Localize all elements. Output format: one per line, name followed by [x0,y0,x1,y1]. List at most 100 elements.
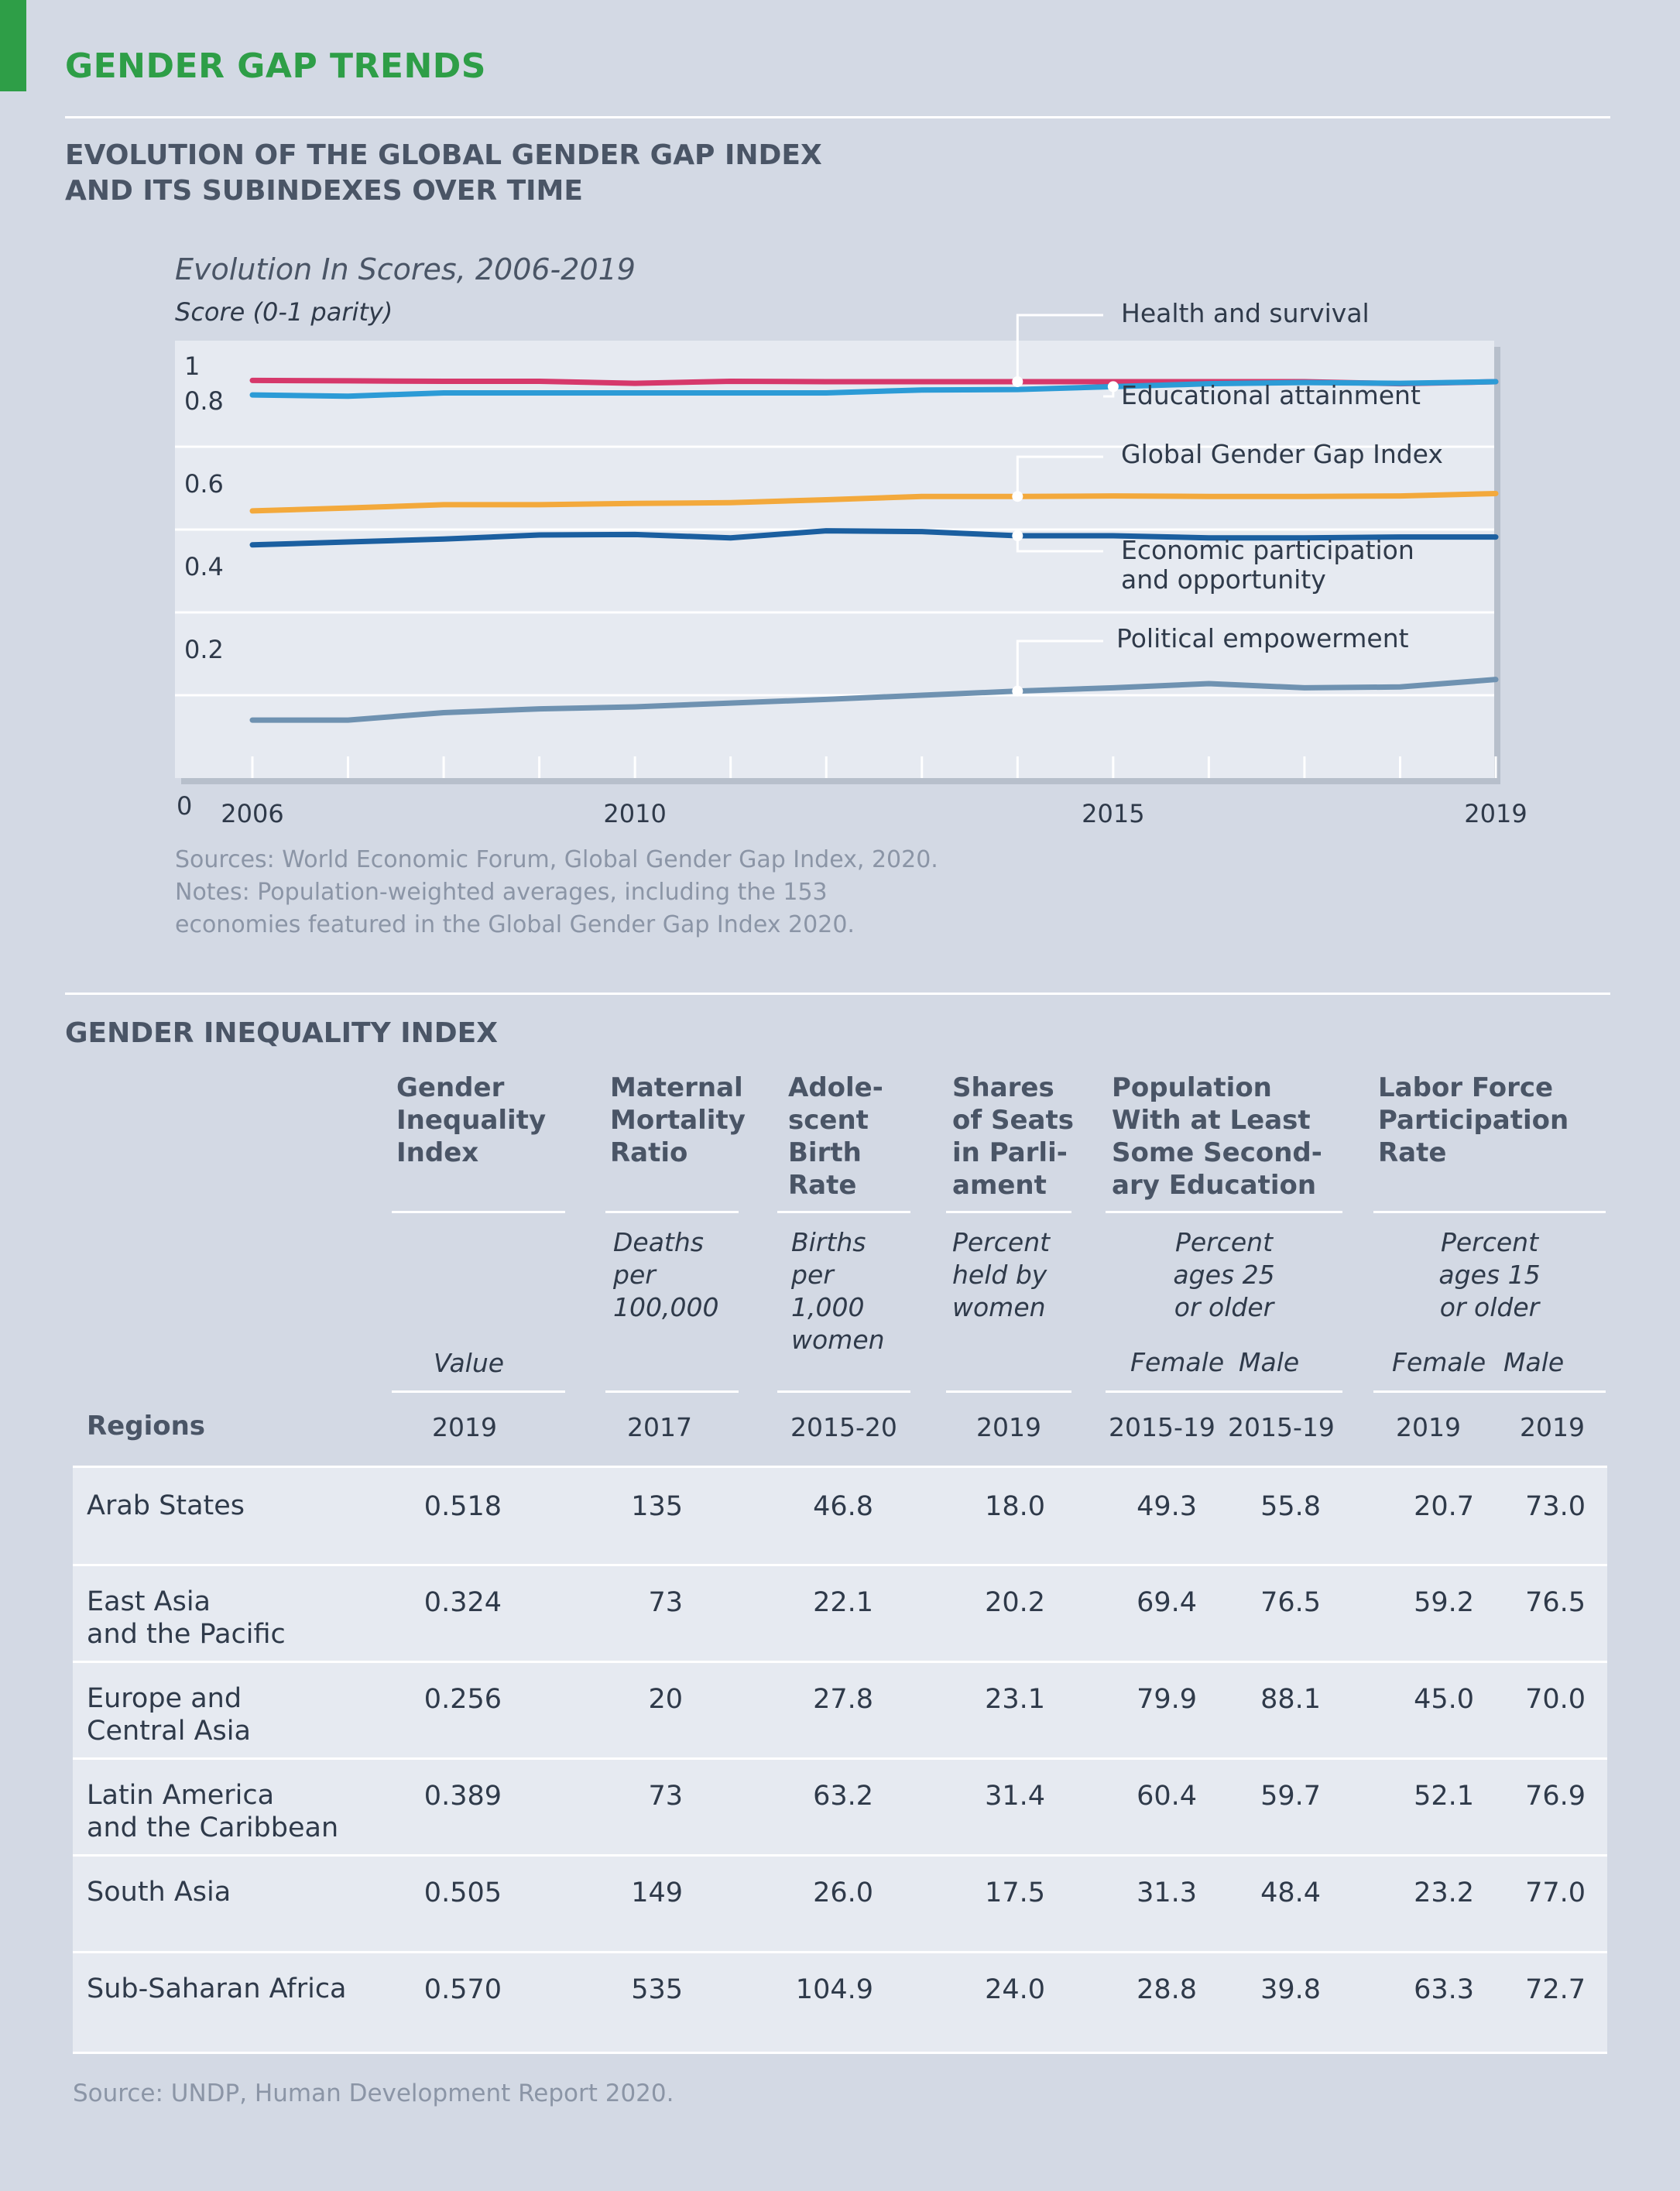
section-title-gender-gap: EVOLUTION OF THE GLOBAL GENDER GAP INDEX… [65,138,822,209]
unit-mmr: Deaths per 100,000 [613,1226,718,1324]
header-line: Birth [788,1137,862,1168]
series-label: Health and survival [1121,298,1370,328]
header-abr: Adole- scent Birth Rate [788,1071,883,1202]
region-name: East Asia and the Pacific [87,1586,286,1651]
year-label: 2019 [1520,1412,1585,1442]
table-cell: 39.8 [1260,1974,1321,2005]
unit-line: per [613,1260,656,1290]
regions-label: Regions [87,1411,206,1442]
x-tick-label: 2010 [603,799,666,828]
header-rule [777,1211,910,1213]
series-label: and opportunity [1121,564,1326,595]
header-rule [392,1390,565,1393]
header-line: scent [788,1105,869,1136]
header-rule [1106,1390,1342,1393]
divider [65,116,1610,118]
table-cell: 59.2 [1414,1587,1474,1618]
table-cell: 0.324 [423,1587,502,1618]
table-cell: 60.4 [1137,1781,1197,1812]
table-cell: 77.0 [1525,1877,1586,1908]
header-line: Shares [952,1072,1054,1103]
table-cell: 149 [631,1877,683,1908]
table-cell: 24.0 [985,1974,1045,2005]
table-cell: 28.8 [1137,1974,1197,2005]
chart-notes: Sources: World Economic Forum, Global Ge… [175,844,938,941]
subheader-female: Female [1130,1347,1225,1377]
page-title: GENDER GAP TRENDS [65,46,486,86]
table-cell: 72.7 [1525,1974,1586,2005]
region-name: Latin America and the Caribbean [87,1779,338,1844]
region-name-line: and the Caribbean [87,1812,339,1843]
table-cell: 88.1 [1260,1684,1321,1715]
unit-line: 1,000 [791,1292,865,1322]
header-line: Maternal [610,1072,743,1103]
year-label: 2019 [976,1412,1041,1442]
table-cell: 31.4 [985,1781,1045,1812]
table-cell: 73 [648,1781,683,1812]
unit-line: women [952,1292,1046,1322]
region-name-line: Europe and [87,1683,242,1714]
region-name-line: Arab States [87,1490,245,1521]
header-line: Adole- [788,1072,883,1103]
chart-title: Evolution In Scores, 2006-2019 [175,252,636,286]
table-cell: 27.8 [813,1684,873,1715]
region-name-line: Sub-Saharan Africa [87,1973,347,2004]
region-name-line: Central Asia [87,1716,251,1747]
table-cell: 73 [648,1587,683,1618]
header-line: Inequality [396,1105,547,1136]
row-divider [73,1466,1607,1468]
table-source: Source: UNDP, Human Development Report 2… [73,2080,674,2107]
header-line: Rate [788,1170,857,1201]
row-divider [73,2052,1607,2054]
header-rule [1373,1211,1606,1213]
header-line: Population [1112,1072,1272,1103]
region-name: Arab States [87,1490,245,1522]
y-tick-label: 0.2 [184,635,224,664]
unit-line: ages 15 [1438,1260,1541,1290]
table-cell: 69.4 [1137,1587,1197,1618]
table-cell: 17.5 [985,1877,1045,1908]
table-cell: 76.5 [1260,1587,1321,1618]
unit-line: Deaths [613,1227,704,1257]
header-line: Rate [1378,1137,1447,1168]
series-line [249,490,1499,514]
header-rule [1373,1390,1606,1393]
table-cell: 104.9 [795,1974,873,2005]
header-rule [946,1211,1071,1213]
table-cell: 76.5 [1525,1587,1586,1618]
header-line: Ratio [610,1137,688,1168]
section-title-line-1: EVOLUTION OF THE GLOBAL GENDER GAP INDEX [65,139,822,171]
row-divider [73,1757,1607,1760]
table-cell: 79.9 [1137,1684,1197,1715]
region-name-line: South Asia [87,1877,231,1908]
notes-line-2: Notes: Population-weighted averages, inc… [175,879,828,906]
table-cell: 46.8 [813,1491,873,1522]
table-cell: 20.7 [1414,1491,1474,1522]
header-line: With at Least [1112,1105,1311,1136]
notes-line-1: Sources: World Economic Forum, Global Ge… [175,846,938,873]
unit-line: 100,000 [613,1292,719,1322]
region-name-line: Latin America [87,1780,275,1811]
row-divider [73,1854,1607,1857]
header-rule [605,1390,739,1393]
unit-line: or older [1174,1292,1274,1322]
year-label: 2015-19 [1109,1412,1215,1442]
callout-dot [1012,376,1023,388]
callout-dot [1012,685,1023,697]
region-name: South Asia [87,1876,231,1908]
series-label: Economic participation [1121,535,1414,565]
unit-line: per [791,1260,834,1290]
chart-y-label: Score (0-1 parity) [175,297,393,327]
header-line: in Parli- [952,1137,1068,1168]
divider [65,993,1610,995]
table-cell: 18.0 [985,1491,1045,1522]
row-divider [73,1564,1607,1566]
x-tick-label: 2019 [1464,799,1527,828]
table-cell: 63.3 [1414,1974,1474,2005]
callout-leader [1016,455,1103,497]
header-line: Mortality [610,1105,746,1136]
table-cell: 20 [648,1684,683,1715]
header-education: Population With at Least Some Second- ar… [1112,1071,1322,1202]
y-tick-label: 0.8 [184,386,224,416]
header-lfpr: Labor Force Participation Rate [1378,1071,1569,1169]
